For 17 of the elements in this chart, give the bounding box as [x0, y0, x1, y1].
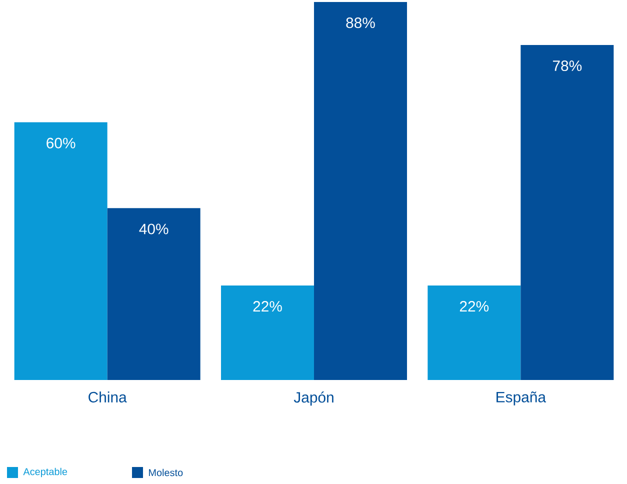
data-label: 22% [460, 301, 489, 312]
data-label: 22% [253, 301, 282, 312]
legend-label: Aceptable [23, 468, 68, 478]
bar [428, 286, 521, 380]
bar [107, 208, 200, 380]
data-label: 88% [346, 18, 375, 28]
legend-label: Molesto [149, 468, 183, 476]
x-tick-label: España [496, 392, 546, 406]
data-label: 78% [552, 60, 582, 72]
bar [14, 122, 108, 380]
data-label: 60% [46, 138, 76, 148]
bar [314, 2, 408, 380]
x-tick-label: Japón [294, 392, 334, 406]
x-tick-label: China [88, 392, 127, 402]
data-label: 40% [139, 224, 168, 234]
bar [520, 44, 614, 380]
bar [221, 286, 314, 380]
